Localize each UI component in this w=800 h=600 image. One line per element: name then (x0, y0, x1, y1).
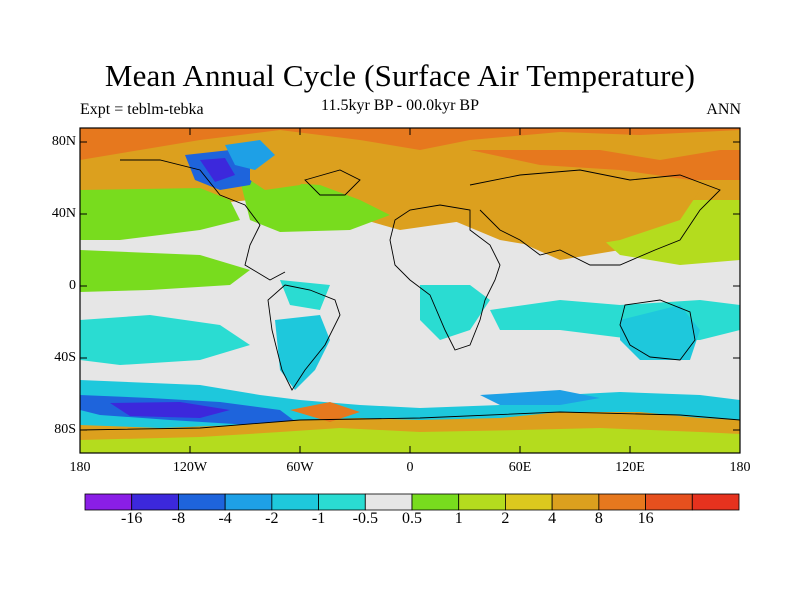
colorbar-label: 0.5 (402, 510, 422, 527)
lon-label: 60E (508, 460, 532, 475)
colorbar-swatch (411, 493, 460, 511)
season-label: ANN (706, 101, 741, 118)
experiment-label: Expt = teblm-tebka (80, 101, 204, 118)
colorbar-label: -16 (121, 510, 143, 527)
colorbar-swatch (318, 493, 366, 511)
colorbar-swatch (598, 493, 646, 511)
axis-ticks (80, 128, 740, 453)
colorbar-swatch (551, 493, 600, 511)
lat-label: 80S (54, 422, 76, 437)
colorbar-label: -0.5 (352, 510, 378, 527)
colorbar-label: -4 (218, 510, 232, 527)
colorbar-label: -1 (311, 510, 326, 527)
period-label: 11.5kyr BP - 00.0kyr BP (321, 97, 479, 114)
colorbar-swatch (645, 493, 693, 511)
colorbar-swatch (505, 493, 553, 511)
colorbar-swatch (364, 493, 413, 511)
colorbar-label: 16 (637, 510, 654, 527)
coastlines (80, 159, 740, 431)
lat-label: 40S (54, 350, 76, 365)
plot-title: Mean Annual Cycle (Surface Air Temperatu… (104, 58, 696, 93)
colorbar-swatch (224, 493, 273, 511)
colorbar-label: 2 (501, 510, 510, 527)
lon-label: 120W (172, 460, 208, 475)
colorbar-swatch (178, 493, 226, 511)
colorbar (84, 493, 740, 511)
colorbar-label: -8 (171, 510, 186, 527)
colorbar-swatch (84, 493, 133, 511)
colorbar-label: -2 (265, 510, 279, 527)
colorbar-label: 4 (548, 510, 557, 527)
lon-label: 120E (615, 460, 645, 475)
temperature-anomaly-field (80, 128, 740, 453)
lon-label: 180 (729, 460, 751, 475)
lon-label: 60W (286, 460, 314, 475)
lon-label: 0 (406, 460, 414, 475)
lat-label: 0 (69, 278, 76, 293)
lon-label: 180 (69, 460, 91, 475)
lat-label: 80N (51, 134, 76, 149)
colorbar-label: 8 (594, 510, 603, 527)
colorbar-swatch (458, 493, 506, 511)
colorbar-label: 1 (454, 510, 463, 527)
colorbar-swatch (691, 493, 740, 511)
colorbar-swatch (271, 493, 319, 511)
colorbar-swatch (131, 493, 179, 511)
lat-label: 40N (51, 206, 76, 221)
